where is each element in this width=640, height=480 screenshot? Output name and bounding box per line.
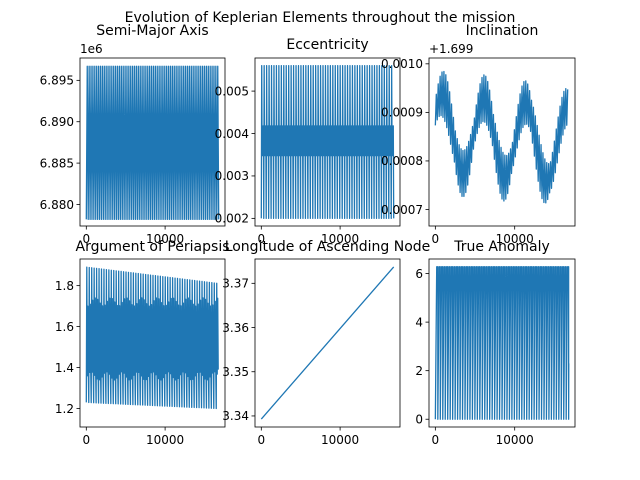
y-tick-label: 3.35	[222, 365, 249, 379]
x-tick-label: 10000	[146, 433, 184, 447]
axes-frame	[79, 258, 226, 428]
axes-frame	[254, 258, 401, 428]
subplot-title: Argument of Periapsis	[76, 239, 230, 255]
subplot: 0 10000 0.002 0.003 0.004 0.005 Eccentricity	[215, 37, 401, 246]
y-tick-label: 4	[415, 315, 423, 329]
y-offset-label: 1e6	[80, 42, 103, 56]
y-tick-label: 0.0010	[381, 57, 423, 71]
x-tick-label: 10000	[146, 232, 184, 246]
y-tick-label: 6.880	[40, 198, 74, 212]
series-line	[260, 266, 395, 420]
subplot-grid: 0 10000 6.880 6.885 6.890 6.895 1e6 Semi-Major …	[40, 23, 576, 447]
axes-frame	[254, 57, 401, 227]
y-tick-label: 1.8	[55, 279, 74, 293]
x-tick-label: 0	[257, 232, 265, 246]
plot-area	[260, 64, 395, 220]
axes-frame	[428, 258, 576, 428]
y-tick-label: 6.895	[40, 74, 74, 88]
y-tick-label: 6.885	[40, 156, 74, 170]
y-tick-label: 0.005	[215, 84, 249, 98]
plot-area	[85, 266, 219, 410]
plot-area	[260, 266, 395, 420]
y-tick-label: 3.37	[222, 277, 249, 291]
x-tick-label: 0	[432, 433, 440, 447]
plot-area	[434, 266, 570, 420]
y-tick-label: 0.003	[215, 169, 249, 183]
y-tick-label: 3.36	[222, 321, 249, 335]
x-tick-label: 10000	[496, 232, 534, 246]
y-tick-label: 6.890	[40, 115, 74, 129]
plot-area	[434, 70, 569, 204]
series-line	[85, 65, 220, 221]
subplot-title: Eccentricity	[286, 37, 368, 53]
y-tick-label: 0.0009	[381, 106, 423, 120]
y-tick-label: 0.0007	[381, 203, 423, 217]
series-line	[434, 70, 569, 204]
subplot-title: Semi-Major Axis	[96, 23, 208, 39]
subplot-title: Longitude of Ascending Node	[225, 239, 431, 255]
subplot: 0 10000 1.2 1.4 1.6 1.8 Argument of Periapsis	[55, 239, 230, 447]
y-tick-label: 2	[415, 364, 423, 378]
y-tick-label: 1.4	[55, 361, 74, 375]
y-tick-label: 3.34	[222, 409, 249, 423]
x-tick-label: 10000	[496, 433, 534, 447]
y-tick-label: 0.002	[215, 212, 249, 226]
series-line	[85, 266, 219, 410]
series-line	[434, 266, 570, 420]
axes-frame	[79, 57, 226, 227]
subplot-title: Inclination	[466, 23, 539, 39]
x-tick-label: 0	[82, 232, 90, 246]
y-tick-label: 1.6	[55, 320, 74, 334]
figure-suptitle: Evolution of Keplerian Elements througho…	[125, 10, 516, 26]
subplot: 0 10000 3.34 3.35 3.36 3.37 Longitude of Ascen…	[222, 239, 430, 447]
x-tick-label: 10000	[321, 232, 359, 246]
y-tick-label: 0	[415, 413, 423, 427]
axes-frame	[428, 57, 576, 227]
series-line	[260, 64, 395, 220]
y-tick-label: 1.2	[55, 402, 74, 416]
x-tick-label: 0	[257, 433, 265, 447]
y-tick-label: 0.0008	[381, 154, 423, 168]
plot-area	[85, 65, 220, 221]
x-tick-label: 0	[432, 232, 440, 246]
subplot: 0 10000 6.880 6.885 6.890 6.895 1e6 Semi-Major …	[40, 23, 226, 246]
subplot-title: True Anomaly	[453, 239, 550, 255]
y-offset-label: +1.699	[429, 42, 473, 56]
y-tick-label: 0.004	[215, 127, 249, 141]
x-tick-label: 10000	[321, 433, 359, 447]
subplot: 0 10000 0 2 4 6 True Anomaly	[415, 239, 576, 447]
x-tick-label: 0	[82, 433, 90, 447]
y-tick-label: 6	[415, 267, 423, 281]
subplot: 0 10000 0.0007 0.0008 0.0009 0.0010 +1.699 Incl…	[381, 23, 576, 246]
